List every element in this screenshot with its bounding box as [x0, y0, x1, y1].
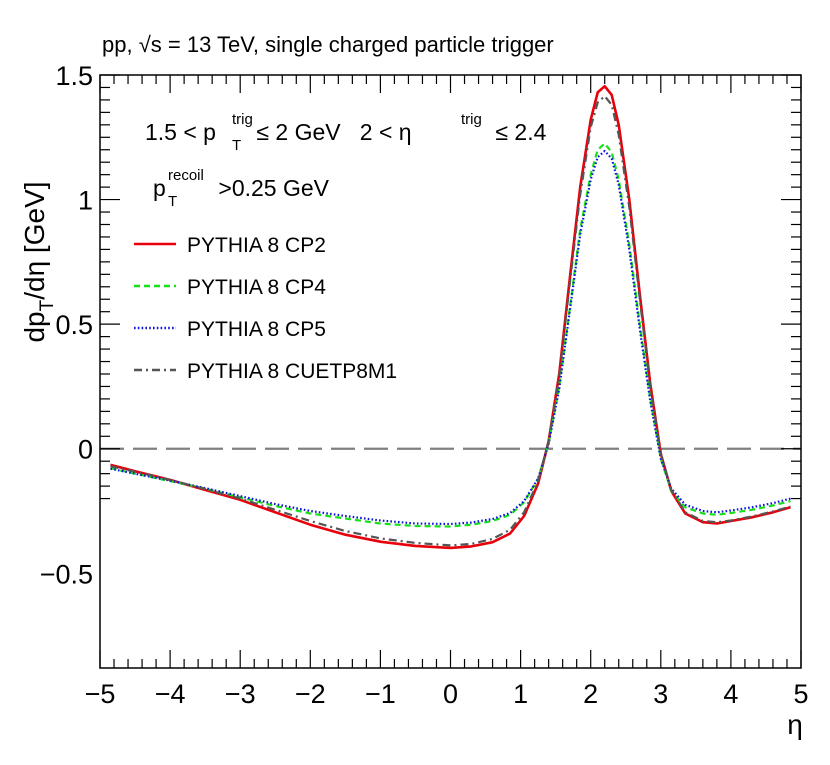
annotation-trigger-sup: trig — [232, 111, 253, 128]
annotation-recoil-lead: p — [153, 175, 166, 201]
x-tick-label: −1 — [365, 679, 396, 709]
x-tick-label: −4 — [155, 679, 186, 709]
annotation-recoil-tail: >0.25 GeV — [212, 175, 330, 201]
x-tick-label: −5 — [85, 679, 116, 709]
annotation-trigger: 1.5 < p trig T ≤ 2 GeV 2 < η trig ≤ 2.4 — [145, 111, 547, 154]
annotation-trigger-tail: ≤ 2 GeV 2 < η — [250, 119, 412, 145]
y-tick-label: 1 — [78, 186, 93, 216]
series-line-3 — [110, 149, 791, 526]
x-tick-label: 1 — [513, 679, 528, 709]
series-line-4 — [110, 95, 791, 547]
x-tick-label: 2 — [583, 679, 598, 709]
y-tick-label: −0.5 — [40, 559, 93, 589]
legend-label-1: PYTHIA 8 CP2 — [187, 234, 326, 257]
x-tick-label: 5 — [793, 679, 808, 709]
legend-label-2: PYTHIA 8 CP4 — [187, 276, 326, 299]
x-tick-label: −3 — [225, 679, 256, 709]
legend-label-3: PYTHIA 8 CP5 — [187, 318, 326, 341]
annotation-recoil: p recoil T >0.25 GeV — [153, 167, 330, 210]
x-tick-label: 3 — [653, 679, 668, 709]
y-axis-title-rest: /dη [GeV] — [19, 181, 50, 299]
annotation-trigger-tail2: ≤ 2.4 — [489, 119, 547, 145]
annotation-recoil-sub: T — [168, 193, 177, 210]
y-tick-label: 0.5 — [55, 310, 93, 340]
y-tick-label: 0 — [78, 435, 93, 465]
y-axis-title: dpT/dη [GeV] — [19, 181, 58, 342]
chart-title: pp, √s = 13 TeV, single charged particle… — [102, 32, 554, 57]
y-axis-title-sub: T — [37, 299, 58, 311]
legend: PYTHIA 8 CP2 PYTHIA 8 CP4 PYTHIA 8 CP5 PYTH… — [134, 234, 397, 383]
annotation-recoil-sup: recoil — [168, 167, 204, 184]
x-tick-label: 0 — [443, 679, 458, 709]
x-tick-label: −2 — [295, 679, 326, 709]
annotation-trigger-sub: T — [232, 137, 241, 154]
x-tick-label: 4 — [723, 679, 738, 709]
annotation-trigger-sup2: trig — [461, 111, 482, 128]
y-tick-label: 1.5 — [55, 61, 93, 91]
legend-label-4: PYTHIA 8 CUETP8M1 — [187, 360, 397, 383]
x-axis-title: η — [787, 709, 803, 740]
y-axis-title-main: dp — [19, 311, 50, 342]
annotation-trigger-lead: 1.5 < p — [145, 119, 216, 145]
